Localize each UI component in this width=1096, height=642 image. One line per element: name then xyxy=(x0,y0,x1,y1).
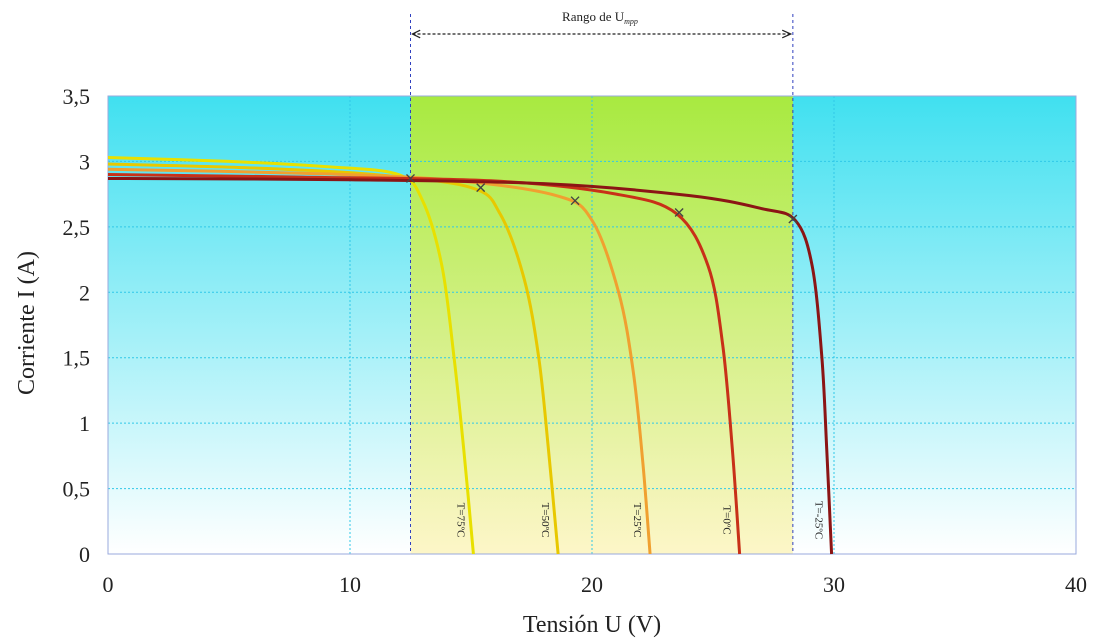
x-tick-label: 20 xyxy=(581,572,603,597)
x-tick-label: 30 xyxy=(823,572,845,597)
x-tick-label: 0 xyxy=(103,572,114,597)
mpp-marker-T=0ºC xyxy=(674,207,684,217)
iv-curve-T=-25ºC xyxy=(107,176,834,555)
curve-label-T=75ºC: T=75ºC xyxy=(454,503,466,538)
mpp-range-label-main: Rango de U xyxy=(562,9,625,24)
mpp-range-label-sub: mpp xyxy=(624,17,638,26)
iv-curve-T=0ºC xyxy=(107,173,742,555)
curve-label-T=0ºC: T=0ºC xyxy=(721,505,733,534)
y-tick-label: 0 xyxy=(79,542,90,567)
plot-frame xyxy=(107,95,1077,555)
y-tick-label: 2 xyxy=(79,280,90,305)
x-tick-label: 40 xyxy=(1065,572,1087,597)
iv-curves xyxy=(107,156,834,555)
y-axis-title: Corriente I (A) xyxy=(14,251,40,395)
curve-label-T=25ºC: T=25ºC xyxy=(631,503,643,538)
y-axis-ticks: 0 0,5 1 1,5 2 2,5 3 3,5 xyxy=(63,84,91,567)
mpp-marker-T=25ºC xyxy=(570,196,580,206)
y-tick-label: 1 xyxy=(79,411,90,436)
iv-curve-T=75ºC xyxy=(107,156,475,555)
x-axis-ticks: 0 10 20 30 40 xyxy=(103,572,1088,597)
mpp-points xyxy=(406,173,798,224)
y-tick-label: 0,5 xyxy=(63,477,91,502)
curve-label-T=50ºC: T=50ºC xyxy=(539,503,551,538)
curve-labels: T=75ºC T=50ºC T=25ºC T=0ºC T=-25ºC xyxy=(454,501,824,539)
mpp-marker-T=50ºC xyxy=(476,183,486,193)
y-tick-label: 3 xyxy=(79,149,90,174)
y-tick-label: 3,5 xyxy=(63,84,91,109)
mpp-marker-T=-25ºC xyxy=(788,214,798,224)
x-tick-label: 10 xyxy=(339,572,361,597)
mpp-marker-T=75ºC xyxy=(406,173,415,183)
x-axis-title: Tensión U (V) xyxy=(523,612,661,638)
grid-lines xyxy=(107,95,1077,555)
y-tick-label: 1,5 xyxy=(63,346,91,371)
curve-label-T=-25ºC: T=-25ºC xyxy=(813,501,825,539)
iv-curve-T=25ºC xyxy=(107,167,652,555)
iv-curve-T=50ºC xyxy=(107,162,560,555)
y-tick-label: 2,5 xyxy=(63,215,91,240)
mpp-range-markers xyxy=(410,14,794,554)
mpp-range-band xyxy=(410,96,793,554)
mpp-range-label: Rango de Umpp xyxy=(562,9,638,26)
